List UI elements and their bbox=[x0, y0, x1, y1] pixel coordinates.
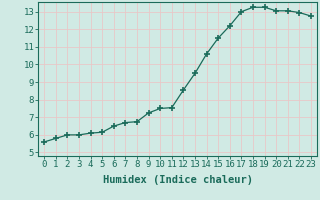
X-axis label: Humidex (Indice chaleur): Humidex (Indice chaleur) bbox=[103, 175, 252, 185]
